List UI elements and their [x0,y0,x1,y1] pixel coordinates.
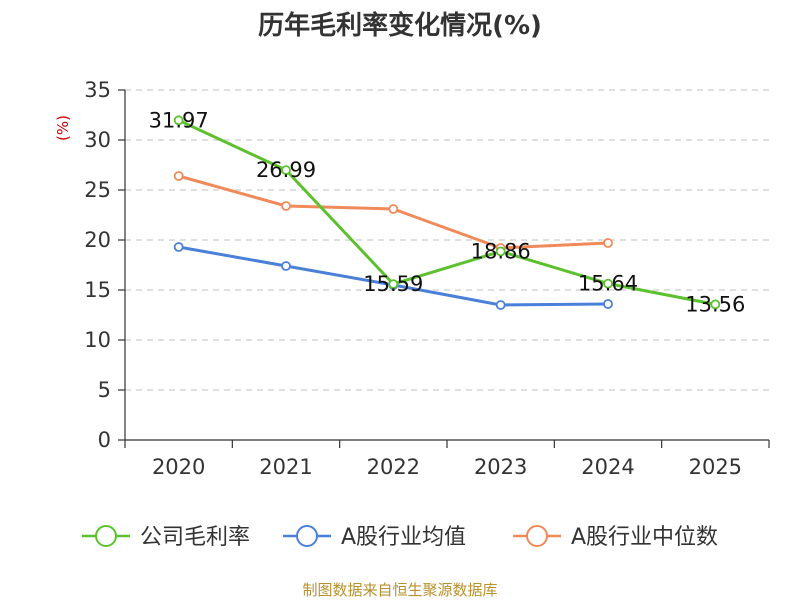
data-labels: 31.97 26.99 15.59 18.86 15.64 13.56 [149,108,746,316]
data-point [281,201,291,211]
data-point [281,165,291,176]
legend-marker-0 [95,525,117,547]
data-label: 26.99 [256,158,316,182]
legend-label-2: A股行业中位数 [571,525,718,550]
y-axis-unit-label: (%) [54,115,72,141]
data-point [495,246,506,257]
x-tick-label: 2020 [152,455,205,479]
data-label: 13.56 [685,292,745,316]
y-tick-label: 0 [98,428,111,452]
x-tick-label: 2023 [474,455,527,479]
y-tick-label: 30 [84,128,111,152]
data-point [173,242,184,252]
chart-title: 历年毛利率变化情况(%) [258,10,542,41]
x-tick-label: 2024 [581,455,634,479]
y-tick-label: 5 [98,378,111,402]
source-note: 制图数据来自恒生聚源数据库 [302,581,497,599]
y-tick-label: 25 [84,178,111,202]
legend-label-0: 公司毛利率 [140,525,250,550]
gridlines [125,89,769,391]
series-line-0 [178,118,716,306]
x-tick-label: 2025 [689,455,742,479]
data-point [603,299,613,309]
y-tick-label: 10 [84,328,111,352]
data-point [603,238,613,248]
data-label: 15.64 [578,272,638,296]
data-point [173,115,184,126]
legend-marker-1 [296,525,318,547]
data-point [603,278,613,289]
legend-marker-2 [526,525,548,547]
data-label: 15.59 [363,272,423,296]
y-tick-label: 35 [84,78,111,102]
data-point [281,261,291,271]
series-group [173,115,721,310]
data-point [388,204,399,214]
data-point [173,171,184,181]
data-label: 31.97 [149,108,209,132]
data-point [388,279,399,290]
data-point [495,300,506,310]
axes [118,89,770,448]
x-tick-label: 2022 [367,455,420,479]
data-label: 18.86 [471,239,531,263]
legend-label-1: A股行业均值 [341,525,466,550]
legend: 公司毛利率 A股行业均值 A股行业中位数 [82,525,718,550]
y-tick-label: 20 [84,228,111,252]
data-point [710,299,721,310]
y-tick-label: 15 [84,278,111,302]
x-tick-label: 2021 [259,455,312,479]
